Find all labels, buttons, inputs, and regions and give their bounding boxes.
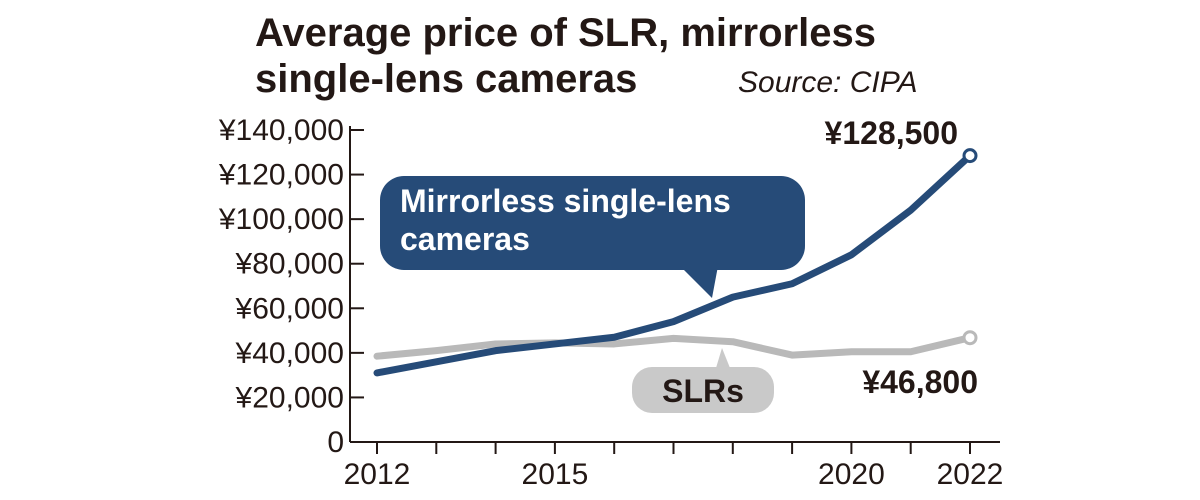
- series-line: [373, 334, 974, 360]
- data-point: [962, 330, 978, 346]
- y-tick-label: ¥80,000: [235, 248, 344, 281]
- y-tick-label: ¥40,000: [235, 337, 344, 370]
- chart-title-line2: single-lens cameras: [255, 57, 637, 101]
- mirrorless-callout-pointer: [680, 266, 718, 298]
- y-tick-label: ¥100,000: [218, 203, 344, 236]
- mirrorless-end-value: ¥128,500: [825, 115, 958, 151]
- y-tick-label: ¥140,000: [218, 114, 344, 147]
- series-line: [373, 152, 974, 377]
- slr-legend-label: SLRs: [662, 373, 744, 409]
- slr-end-value: ¥46,800: [862, 364, 978, 400]
- y-tick-label: ¥20,000: [235, 381, 344, 414]
- x-tick-label: 2015: [522, 458, 589, 491]
- y-tick-label: ¥120,000: [218, 159, 344, 192]
- y-tick-label: ¥60,000: [235, 292, 344, 325]
- chart-title-line1: Average price of SLR, mirrorless: [255, 11, 876, 55]
- end-labels: ¥128,500 ¥46,800: [825, 115, 978, 400]
- mirrorless-callout-box: [380, 176, 805, 270]
- x-tick-label: 2012: [344, 458, 411, 491]
- x-tick-label: 2020: [818, 458, 885, 491]
- slr-callout-box: [632, 367, 774, 413]
- y-tick-label: 0: [327, 426, 344, 459]
- x-tick-label: 2022: [937, 458, 1004, 491]
- chart-source: Source: CIPA: [738, 66, 918, 99]
- mirrorless-legend-label: cameras: [400, 221, 530, 257]
- data-point: [962, 148, 978, 164]
- slr-callout-pointer: [716, 348, 730, 368]
- series-layer: [373, 148, 978, 377]
- axes: 0 ¥20,000 ¥40,000 ¥60,000 ¥80,000 ¥100,000 ¥12…: [218, 114, 1004, 491]
- mirrorless-legend-label: Mirrorless single-lens: [400, 183, 731, 219]
